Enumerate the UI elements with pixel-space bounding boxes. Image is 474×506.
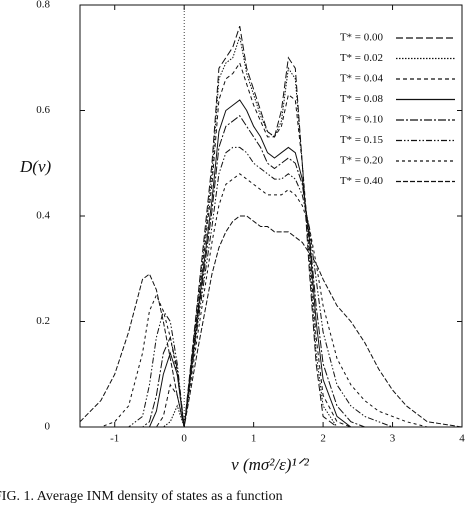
series-line [79,215,463,428]
series-line [80,61,462,428]
series-line [80,146,462,428]
x-tick-label: 3 [390,433,396,445]
legend-label: T* = 0.20 [340,155,384,167]
legend-label: T* = 0.04 [340,73,384,85]
legend-label: T* = 0.00 [340,32,384,44]
caption: FIG. 1. Average INM density of states as… [0,489,283,504]
series-line [80,25,462,428]
series-line [80,173,462,428]
x-tick-label: 0 [181,433,187,445]
x-tick-label: 1 [251,433,257,445]
legend-label: T* = 0.15 [340,134,384,146]
y-tick-label: 0.4 [36,210,50,222]
series-line [80,99,462,428]
y-axis-label: D(ν) [19,157,51,176]
x-axis-label: ν (mσ²/ε)¹ᐟ² [231,455,310,474]
y-tick-label: 0 [45,421,51,433]
x-tick-label: -1 [110,433,119,445]
y-tick-label: 0.6 [36,104,50,116]
y-tick-label: 0.8 [36,0,50,11]
legend-label: T* = 0.40 [340,175,384,187]
y-tick-label: 0.2 [36,315,50,327]
x-tick-label: 4 [459,433,465,445]
series-line [80,36,462,428]
series-line [80,115,462,428]
legend-label: T* = 0.08 [340,93,384,105]
legend-label: T* = 0.10 [340,114,384,126]
x-tick-label: 2 [320,433,326,445]
plot-frame [79,4,463,428]
legend-label: T* = 0.02 [340,52,383,64]
